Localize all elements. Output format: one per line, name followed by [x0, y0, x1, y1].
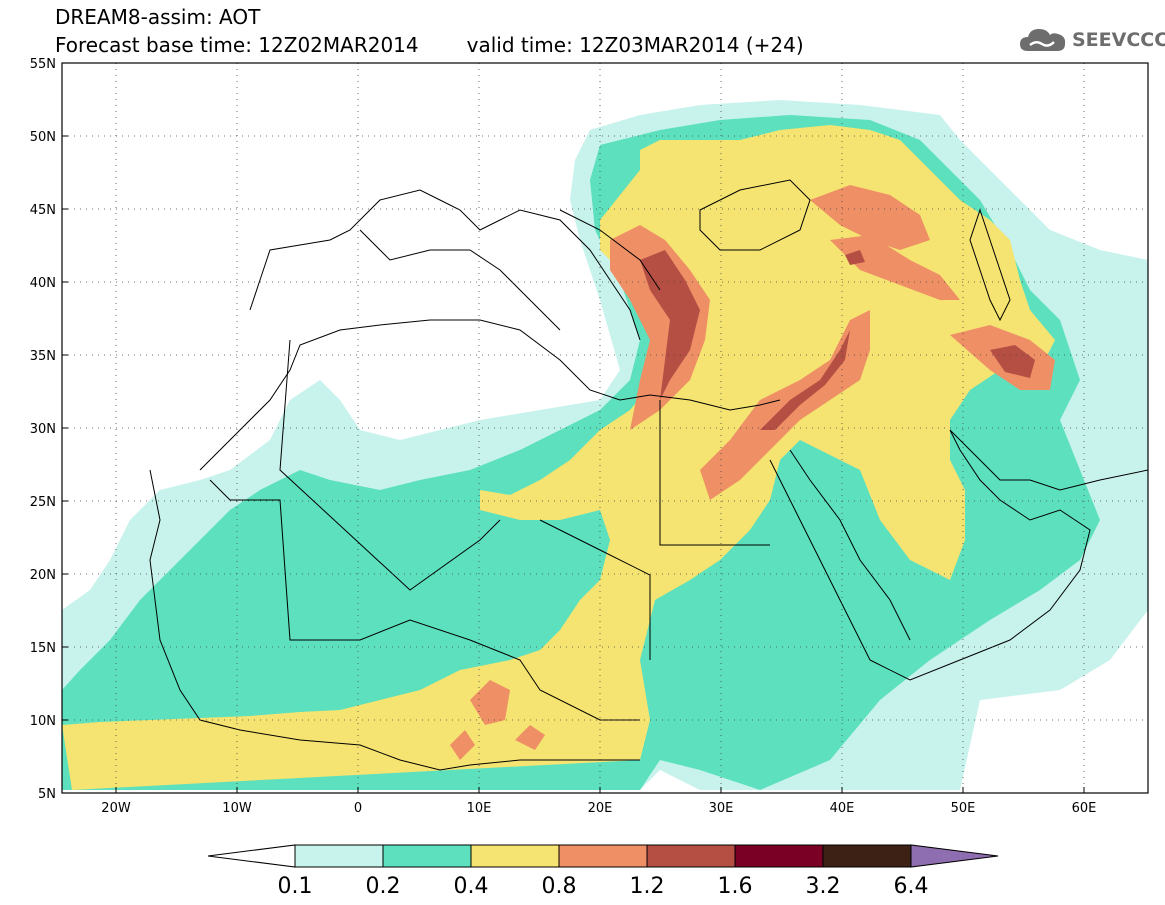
aot-band-0-8-caucasus	[810, 185, 930, 250]
colorbar-label-0-1: 0.1	[278, 874, 313, 899]
coastline-europe	[249, 189, 661, 341]
aot-band-0-8-anatolia-e	[830, 235, 960, 300]
gridlines	[62, 63, 1148, 793]
lat-label-5n: 5N	[38, 787, 56, 802]
aot-band-0-8	[610, 225, 710, 430]
lat-label-45n: 45N	[30, 203, 56, 218]
lon-label-20w: 20W	[101, 801, 131, 816]
coastline-gulf	[949, 429, 1148, 491]
lon-label-10w: 10W	[222, 801, 252, 816]
colorbar-bin-0-2	[382, 844, 472, 868]
cloud-icon	[1020, 29, 1066, 51]
lat-label-55n: 55N	[30, 57, 56, 72]
lat-label-20n: 20N	[30, 568, 56, 583]
lat-label-50n: 50N	[30, 130, 56, 145]
colorbar-bin-1-2	[646, 844, 736, 868]
lon-label-20e: 20E	[588, 801, 613, 816]
map-subtitle: Forecast base time: 12Z02MAR2014 valid ti…	[55, 34, 804, 56]
map-title: DREAM8-assim: AOT	[55, 5, 261, 29]
aot-band-1-2-caucasus	[845, 250, 865, 265]
coastline-redsea	[769, 449, 911, 661]
colorbar-label-0-2: 0.2	[366, 874, 401, 899]
lon-label-50e: 50E	[951, 801, 976, 816]
aot-band-0-8-chad	[470, 680, 510, 725]
lat-label-15n: 15N	[30, 641, 56, 656]
colorbar-over-arrow	[910, 844, 999, 868]
lat-label-10n: 10N	[30, 714, 56, 729]
valid-time: valid time: 12Z03MAR2014 (+24)	[466, 33, 804, 57]
lat-label-25n: 25N	[30, 495, 56, 510]
aot-band-1-2	[640, 250, 700, 400]
colorbar-label-0-4: 0.4	[454, 874, 489, 899]
aot-band-0-8-cameroon	[450, 730, 475, 760]
coastline-blacksea	[699, 179, 811, 251]
seevccc-logo: SEEVCCC	[1018, 22, 1165, 58]
lat-label-30n: 30N	[30, 422, 56, 437]
colorbar-bin-3-2	[822, 844, 912, 868]
colorbar-label-1-6: 1.6	[718, 874, 753, 899]
lat-labels: 55N 50N 45N 40N 35N 30N 25N 20N 15N 10N …	[30, 57, 56, 802]
aot-band-0-4	[62, 125, 1055, 790]
colorbar-label-3-2: 3.2	[806, 874, 841, 899]
lon-label-10e: 10E	[467, 801, 492, 816]
colorbar: 0.1 0.2 0.4 0.8 1.2 1.6 3.2 6.4	[207, 844, 999, 899]
lon-label-60e: 60E	[1072, 801, 1097, 816]
colorbar-label-6-4: 6.4	[894, 874, 929, 899]
axis-ticks	[62, 62, 1085, 793]
border-sahel	[209, 479, 640, 721]
logo-text: SEEVCCC	[1072, 29, 1165, 51]
border-libya	[539, 519, 651, 660]
colorbar-label-0-8: 0.8	[542, 874, 577, 899]
coastline-arabia	[869, 429, 1091, 681]
border-algeria	[279, 339, 501, 591]
border-egypt	[659, 400, 770, 546]
colorbar-label-1-2: 1.2	[630, 874, 665, 899]
colorbar-bin-0-1	[294, 844, 384, 868]
colorbar-bin-0-4	[470, 844, 560, 868]
forecast-base-time: Forecast base time: 12Z02MAR2014	[55, 33, 419, 57]
colorbar-bin-0-8	[558, 844, 648, 868]
coastline-africa	[149, 319, 781, 771]
lon-labels: 20W 10W 0 10E 20E 30E 40E 50E 60E	[101, 801, 1096, 816]
aot-band-1-2-iran	[990, 345, 1035, 378]
aot-field	[62, 100, 1148, 790]
colorbar-under-arrow	[207, 844, 296, 868]
lon-label-40e: 40E	[830, 801, 855, 816]
colorbar-bin-1-6	[734, 844, 824, 868]
aot-band-0-8-cam2	[515, 725, 545, 750]
lat-label-35n: 35N	[30, 349, 56, 364]
coastline-caspian	[969, 208, 1011, 322]
lon-label-30e: 30E	[709, 801, 734, 816]
lon-label-0: 0	[354, 801, 362, 816]
coastlines	[149, 179, 1148, 771]
lat-label-40n: 40N	[30, 276, 56, 291]
